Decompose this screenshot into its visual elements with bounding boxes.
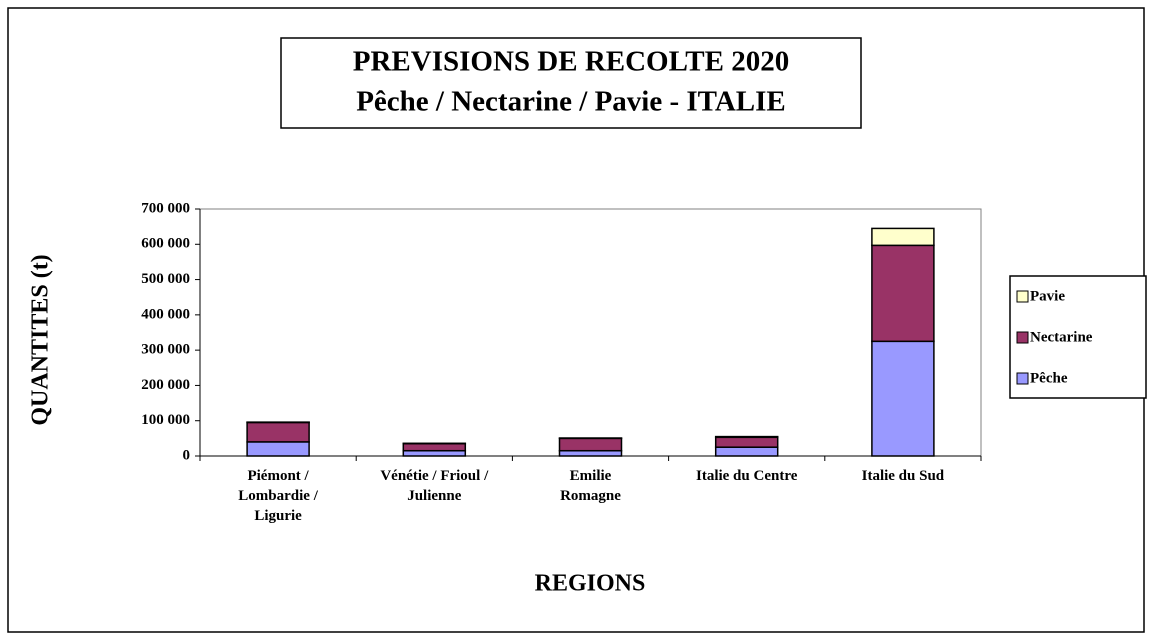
bar-segment [402,442,467,452]
x-tick-label: Piémont / Lombardie / Ligurie [238,468,318,524]
x-tick-label: Italie du Sud [861,468,945,484]
bar-segment [871,227,935,247]
bar-segment [714,436,779,448]
y-tick-label: 0 [183,447,191,463]
bar-segment [871,340,935,457]
y-tick-label: 300 000 [141,342,190,358]
legend-label: Pêche [1030,370,1068,386]
bar-segment [714,435,779,439]
x-tick-label: Emilie Romagne [560,468,621,504]
x-tick-label: Italie du Centre [695,468,798,484]
legend-label: Pavie [1030,288,1065,304]
legend-box [1009,275,1147,399]
bar-segment [246,441,310,457]
bar-segment [714,446,779,457]
bar-segment [558,437,623,452]
legend-swatch [1016,372,1029,385]
legend-swatch [1016,331,1029,344]
title-box [280,37,862,129]
y-tick-label: 700 000 [141,200,190,216]
y-tick-label: 600 000 [141,236,190,252]
y-axis-label: QUANTITES (t) [28,254,54,425]
y-tick-label: 200 000 [141,377,190,393]
chart-subtitle: Pêche / Nectarine / Pavie - ITALIE [356,86,786,118]
bar-segment [871,244,935,343]
y-tick-label: 400 000 [141,306,190,322]
legend-swatch [1016,290,1029,303]
bar-segment [558,449,623,457]
legend-label: Nectarine [1030,329,1093,345]
y-tick-label: 100 000 [141,412,190,428]
bar-segment [402,449,467,457]
x-axis-label: REGIONS [535,571,646,597]
x-tick-label: Vénétie / Frioul / Julienne [380,468,489,504]
bar-segment [246,421,310,443]
chart-title: PREVISIONS DE RECOLTE 2020 [353,46,789,78]
y-tick-label: 500 000 [141,271,190,287]
